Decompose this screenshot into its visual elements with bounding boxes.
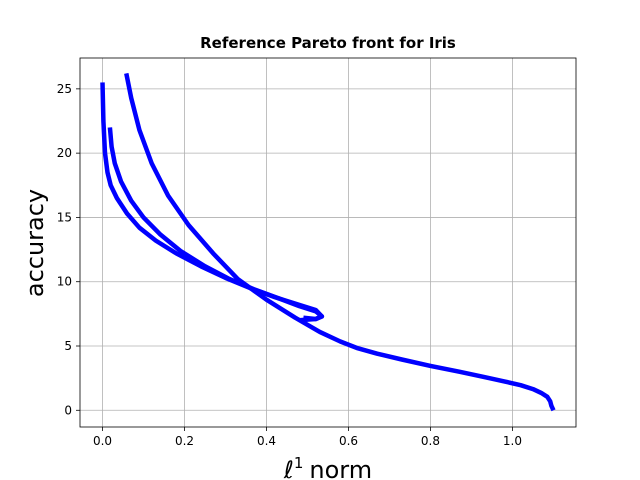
x-tick-label: 0.2 (175, 434, 194, 448)
pareto-curve-3 (124, 72, 556, 412)
x-axis-label-text: norm (309, 456, 372, 480)
plot-frame (79, 57, 577, 428)
chart-title: Reference Pareto front for Iris (200, 34, 456, 52)
tick-layer: 0.0 0.2 0.4 0.6 0.8 1.0 0 5 10 15 20 25 (57, 82, 522, 448)
y-tick-label: 0 (64, 403, 72, 417)
x-tick-label: 0.8 (421, 434, 440, 448)
y-tick-label: 5 (64, 339, 72, 353)
y-axis-label: accuracy (21, 189, 49, 297)
x-tick-label: 0.0 (93, 434, 112, 448)
x-tick-label: 0.4 (257, 434, 276, 448)
y-tick-label: 25 (57, 82, 72, 96)
y-tick-label: 10 (57, 275, 72, 289)
grid-layer (80, 58, 576, 427)
x-tick-label: 0.6 (339, 434, 358, 448)
pareto-curve-2 (107, 127, 325, 323)
x-axis-label: ℓ1 norm (283, 454, 372, 480)
x-tick-label: 1.0 (503, 434, 522, 448)
x-axis-label-symbol: ℓ (283, 456, 294, 480)
x-axis-label-superscript: 1 (294, 454, 304, 472)
series-layer (100, 72, 556, 412)
y-tick-label: 20 (57, 146, 72, 160)
y-tick-label: 15 (57, 210, 72, 224)
